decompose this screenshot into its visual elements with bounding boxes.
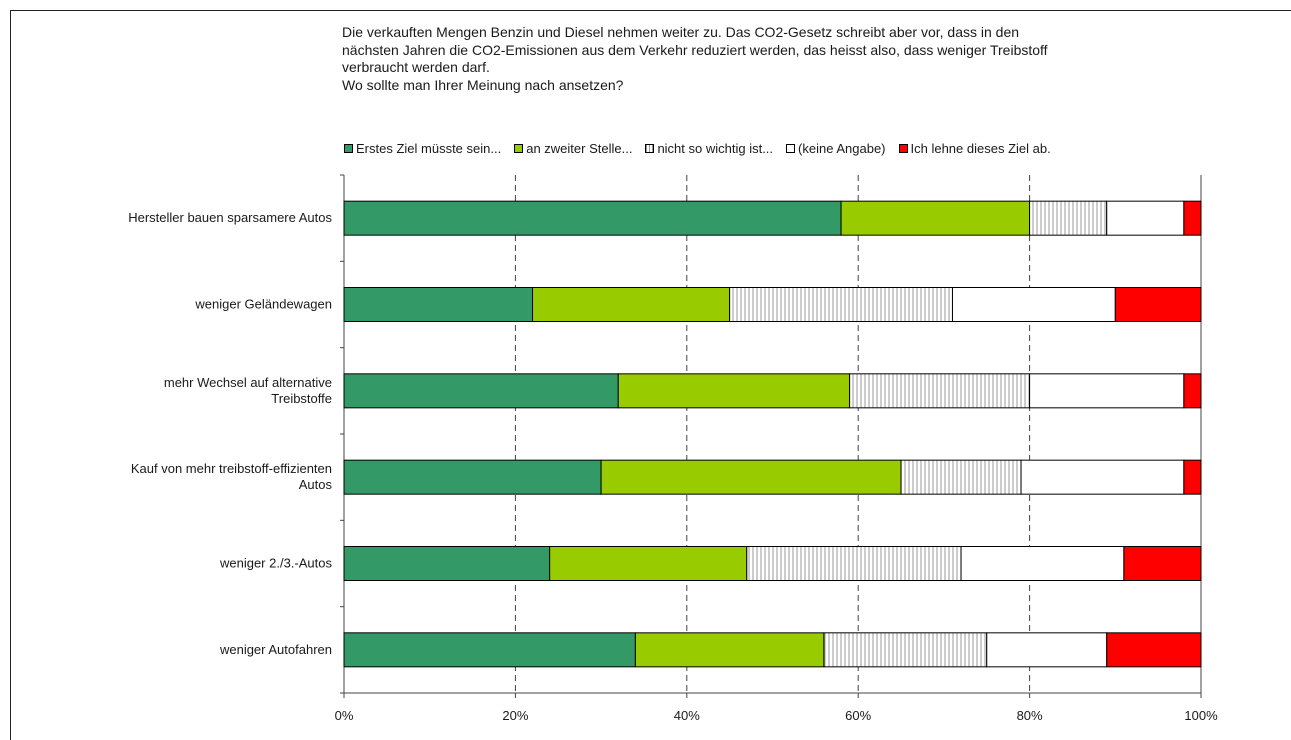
bar-segment-1 bbox=[344, 201, 841, 235]
bar-segment-4 bbox=[1107, 201, 1184, 235]
x-tick-label: 0% bbox=[335, 708, 354, 723]
category-label: weniger Autofahren bbox=[219, 642, 332, 657]
x-tick-label: 80% bbox=[1017, 708, 1043, 723]
bar-segment-5 bbox=[1124, 547, 1201, 581]
category-label: Autos bbox=[299, 477, 333, 492]
bar-segment-3 bbox=[850, 374, 1030, 408]
category-label: Kauf von mehr treibstoff-effizienten bbox=[131, 461, 332, 476]
x-tick-label: 60% bbox=[845, 708, 871, 723]
x-tick-label: 100% bbox=[1184, 708, 1218, 723]
bar-segment-3 bbox=[1030, 201, 1107, 235]
bar-segment-3 bbox=[824, 633, 987, 667]
category-label: weniger Geländewagen bbox=[194, 297, 332, 312]
bar-segment-5 bbox=[1107, 633, 1201, 667]
category-label: mehr Wechsel auf alternative bbox=[164, 375, 332, 390]
bar-segment-2 bbox=[601, 460, 901, 494]
bar-segment-5 bbox=[1184, 201, 1201, 235]
bar-segment-4 bbox=[952, 288, 1115, 322]
bar-segment-5 bbox=[1184, 460, 1201, 494]
grid bbox=[515, 175, 1029, 693]
bar-segment-2 bbox=[618, 374, 849, 408]
bar-segment-2 bbox=[533, 288, 730, 322]
bar-segment-4 bbox=[961, 547, 1124, 581]
x-tick-labels: 0% 20% 40% 60% 80% 100% bbox=[335, 708, 1218, 723]
category-label: Treibstoffe bbox=[271, 391, 332, 406]
bar-segment-2 bbox=[635, 633, 824, 667]
bar-segment-1 bbox=[344, 288, 533, 322]
bar-segment-5 bbox=[1184, 374, 1201, 408]
category-label: weniger 2./3.-Autos bbox=[219, 556, 333, 571]
category-labels: Hersteller bauen sparsamere Autos weniger… bbox=[128, 210, 332, 657]
bar-segment-1 bbox=[344, 547, 550, 581]
bars bbox=[344, 201, 1201, 667]
bar-segment-3 bbox=[730, 288, 953, 322]
bar-segment-4 bbox=[987, 633, 1107, 667]
bar-segment-2 bbox=[841, 201, 1030, 235]
bar-segment-4 bbox=[1021, 460, 1184, 494]
x-tick-label: 40% bbox=[674, 708, 700, 723]
axes bbox=[340, 175, 1201, 698]
bar-segment-1 bbox=[344, 633, 635, 667]
bar-segment-3 bbox=[901, 460, 1021, 494]
x-tick-label: 20% bbox=[502, 708, 528, 723]
bar-segment-2 bbox=[550, 547, 747, 581]
bar-segment-5 bbox=[1115, 288, 1201, 322]
category-label: Hersteller bauen sparsamere Autos bbox=[128, 210, 332, 225]
bar-segment-3 bbox=[747, 547, 961, 581]
bar-segment-1 bbox=[344, 460, 601, 494]
bar-segment-1 bbox=[344, 374, 618, 408]
bar-segment-4 bbox=[1030, 374, 1184, 408]
